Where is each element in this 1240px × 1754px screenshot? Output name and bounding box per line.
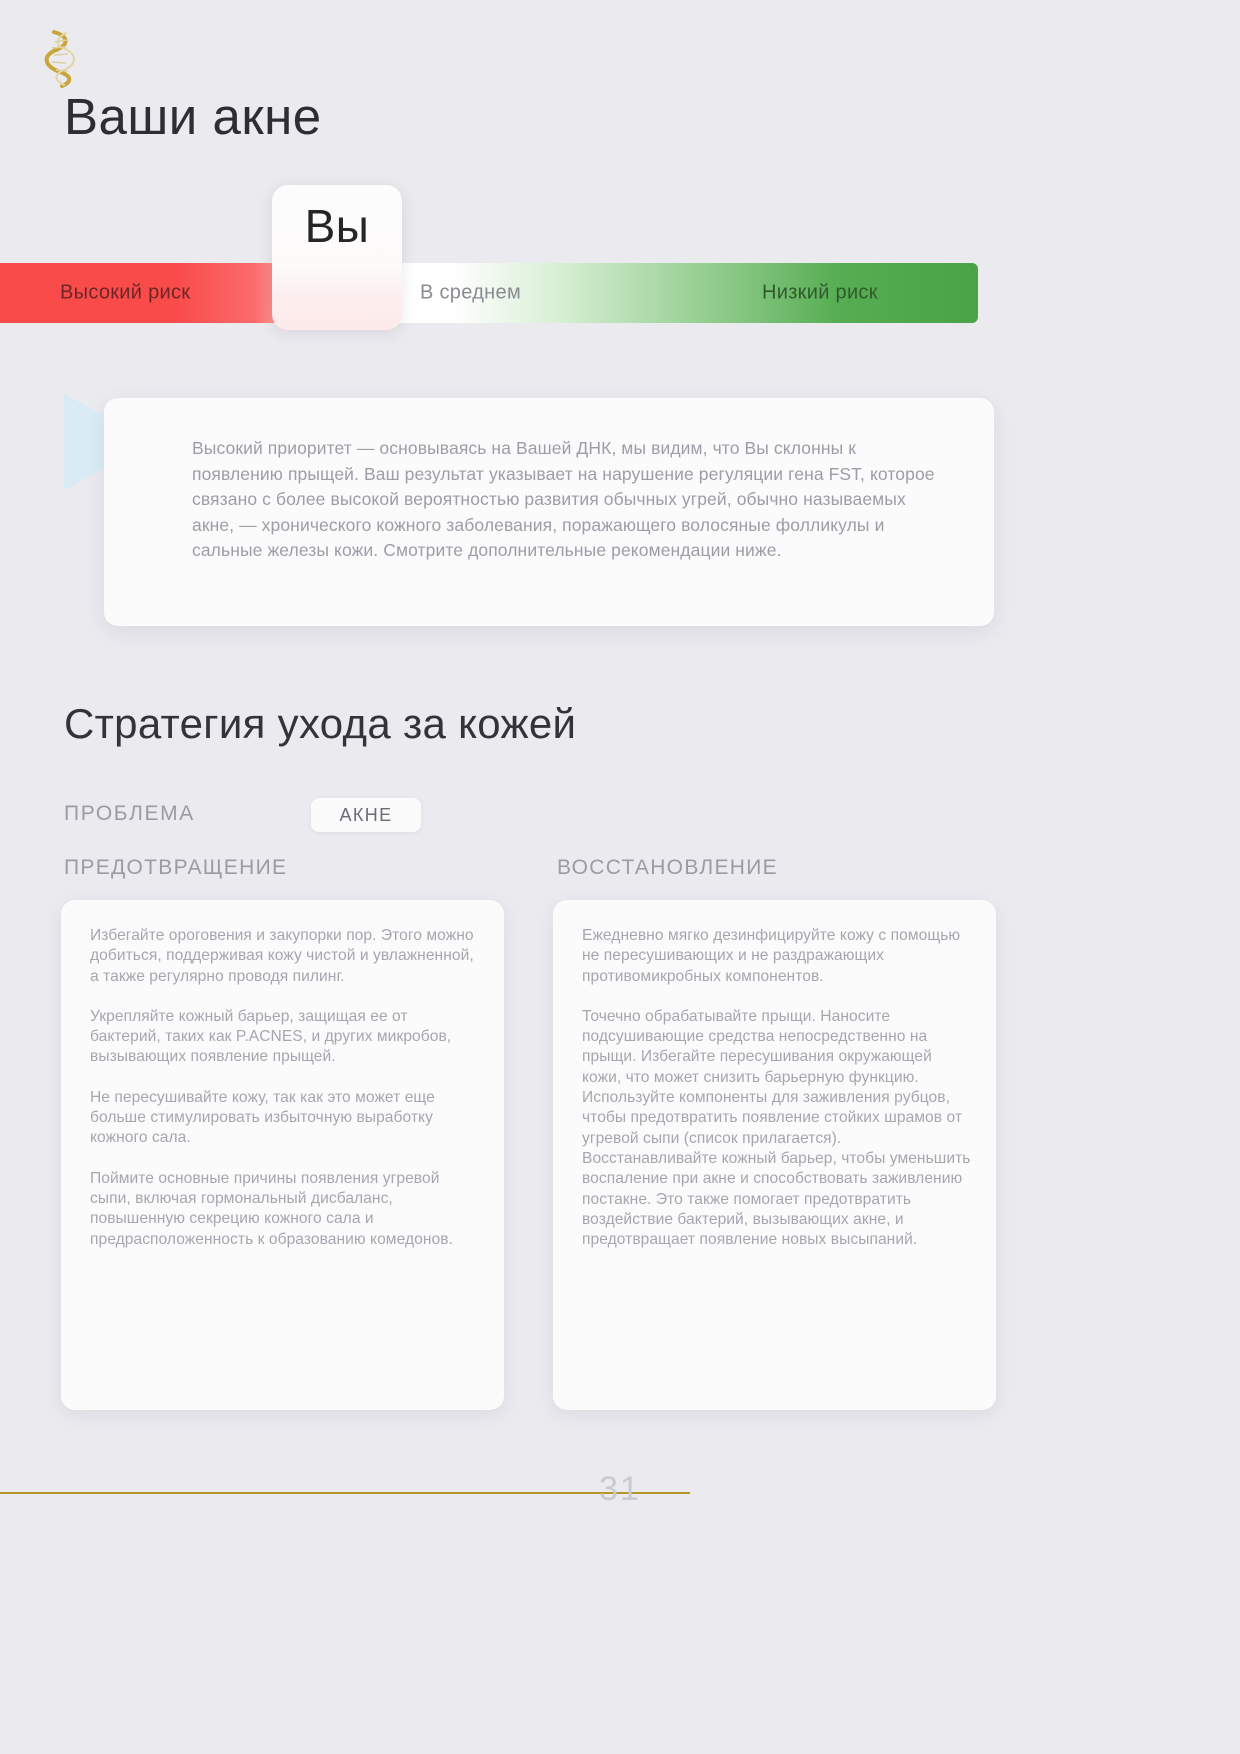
advice-paragraph: Избегайте ороговения и закупорки пор. Эт… — [90, 927, 474, 985]
risk-label-low: Низкий риск — [762, 281, 878, 304]
advice-paragraph: Не пересушивайте кожу, так как это может… — [90, 1088, 435, 1147]
dna-helix-icon — [40, 28, 86, 90]
advice-paragraph: Точечно обрабатывайте прыщи. Наносите по… — [582, 1007, 971, 1249]
risk-label-mid: В среднем — [420, 281, 521, 304]
problem-label: ПРОБЛЕМА — [64, 802, 195, 825]
summary-card: Высокий приоритет — основываясь на Вашей… — [104, 398, 994, 626]
advice-card-prevention: Избегайте ороговения и закупорки пор. Эт… — [61, 900, 504, 1410]
advice-body-recovery: Ежедневно мягко дезинфицируйте кожу с по… — [582, 926, 974, 1250]
column-header-recovery: ВОССТАНОВЛЕНИЕ — [557, 856, 778, 879]
you-marker: Вы — [272, 185, 402, 330]
advice-paragraph: Ежедневно мягко дезинфицируйте кожу с по… — [582, 927, 961, 985]
page-number: 31 — [599, 1470, 641, 1508]
summary-text: Высокий приоритет — основываясь на Вашей… — [192, 438, 935, 561]
advice-paragraph: Поймите основные причины появления угрев… — [90, 1169, 453, 1248]
risk-label-high: Высокий риск — [60, 281, 191, 304]
column-header-prevention: ПРЕДОТВРАЩЕНИЕ — [64, 856, 288, 879]
footer-rule — [0, 1492, 690, 1494]
advice-paragraph: Укрепляйте кожный барьер, защищая ее от … — [90, 1007, 452, 1066]
risk-gradient-bar — [0, 263, 978, 323]
page-title: Ваши акне — [64, 88, 322, 145]
problem-chip: АКНЕ — [311, 798, 421, 832]
problem-chip-label: АКНЕ — [339, 804, 393, 825]
you-marker-label: Вы — [304, 200, 370, 252]
risk-scale: Высокий риск В среднем Низкий риск — [0, 263, 978, 323]
strategy-title: Стратегия ухода за кожей — [64, 700, 577, 747]
advice-card-recovery: Ежедневно мягко дезинфицируйте кожу с по… — [553, 900, 996, 1410]
advice-body-prevention: Избегайте ороговения и закупорки пор. Эт… — [90, 926, 482, 1250]
